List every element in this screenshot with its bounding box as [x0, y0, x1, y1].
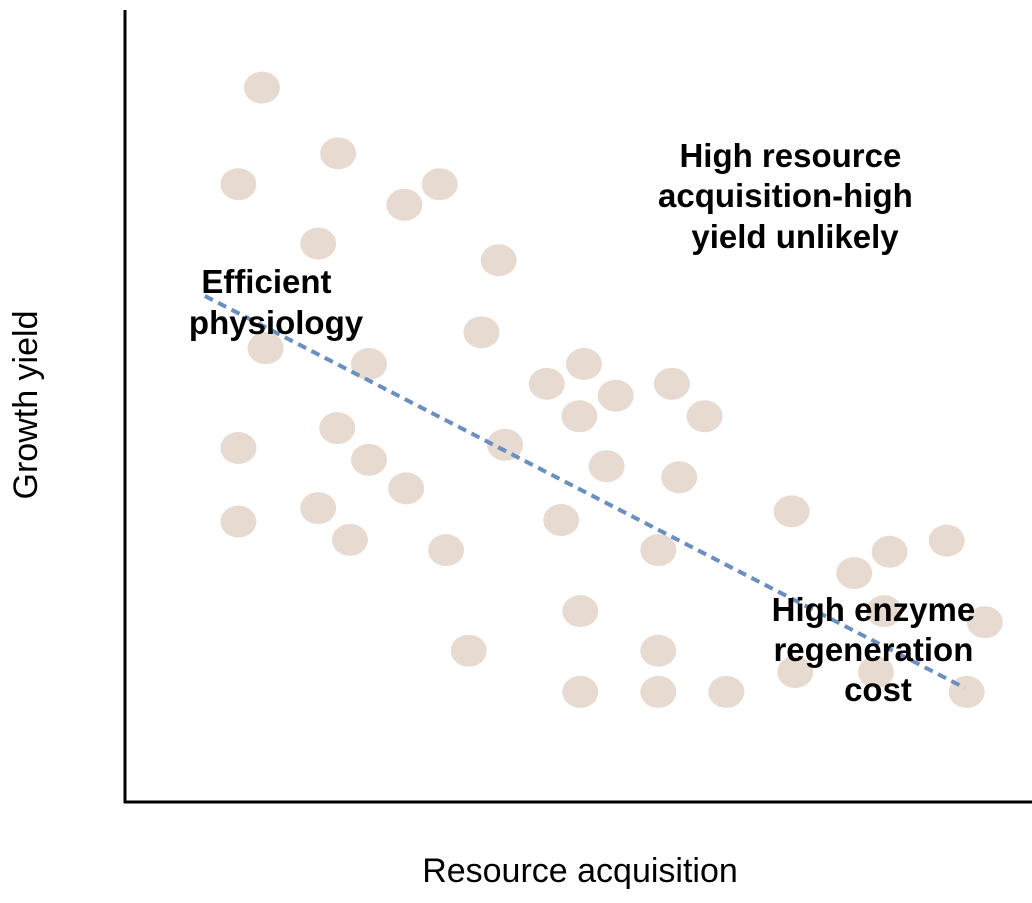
- point: [640, 634, 677, 667]
- point: [220, 505, 257, 538]
- point: [386, 188, 423, 221]
- point: [686, 400, 723, 433]
- point: [247, 332, 284, 365]
- point: [428, 534, 465, 567]
- point: [640, 675, 677, 708]
- point: [777, 656, 814, 689]
- point: [561, 400, 598, 433]
- point: [220, 168, 257, 201]
- annotation-line: High enzyme: [772, 591, 976, 628]
- point: [319, 412, 356, 445]
- annotation-line: cost: [844, 671, 912, 708]
- point: [928, 524, 965, 557]
- point: [653, 367, 690, 400]
- point: [871, 535, 908, 568]
- point: [543, 504, 580, 537]
- annotation-line: Efficient: [201, 263, 331, 300]
- point: [565, 348, 602, 381]
- point: [421, 168, 458, 201]
- point: [966, 606, 1003, 639]
- point: [480, 244, 517, 277]
- point: [708, 675, 745, 708]
- point: [243, 71, 280, 104]
- point: [588, 450, 625, 483]
- point: [640, 534, 677, 567]
- point: [866, 595, 903, 628]
- point: [661, 461, 698, 494]
- point: [463, 316, 500, 349]
- annotation-line: regeneration: [773, 631, 973, 668]
- annotation-line: physiology: [189, 304, 364, 341]
- point: [320, 137, 357, 170]
- point: [450, 634, 487, 667]
- annotation: High resource acquisition-high yield unl…: [658, 137, 922, 255]
- x-axis-label: Resource acquisition: [422, 852, 738, 890]
- annotation-line: High resource: [679, 137, 901, 174]
- point: [220, 431, 257, 464]
- annotation-line: yield unlikely: [691, 218, 899, 255]
- point: [487, 428, 524, 461]
- point: [388, 472, 425, 505]
- point: [350, 348, 387, 381]
- annotation: High enzyme regeneration cost: [772, 591, 985, 708]
- point: [528, 367, 565, 400]
- point: [562, 675, 599, 708]
- point: [857, 656, 894, 689]
- point: [562, 595, 599, 628]
- marks: [203, 71, 1003, 708]
- y-axis-label: Growth yield: [7, 311, 45, 500]
- annotation-line: acquisition-high: [658, 177, 913, 214]
- annotation: Efficient physiology: [189, 263, 364, 341]
- point: [836, 557, 873, 590]
- point: [773, 495, 810, 528]
- point: [300, 492, 337, 525]
- point: [300, 227, 337, 260]
- point: [597, 379, 634, 412]
- point: [331, 523, 368, 556]
- point: [350, 443, 387, 476]
- trend-line: [203, 294, 966, 690]
